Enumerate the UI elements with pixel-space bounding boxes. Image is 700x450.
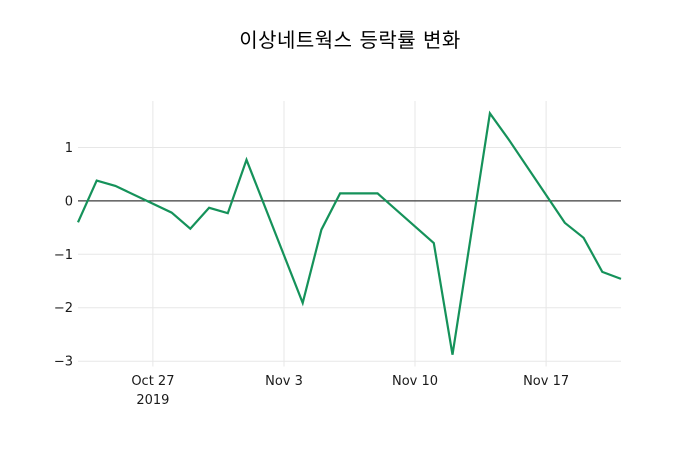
y-tick-label: 0 [65, 194, 73, 209]
price-change-line [76, 110, 622, 355]
chart-title: 이상네트웍스 등락률 변화 [239, 28, 461, 52]
x-tick-label: Oct 27 [131, 374, 174, 389]
x-tick-year-label: 2019 [136, 393, 169, 408]
x-tick-label: Nov 3 [265, 374, 303, 389]
y-tick-label: −3 [54, 355, 73, 370]
y-tick-label: −2 [54, 301, 73, 316]
x-tick-label: Nov 17 [523, 374, 569, 389]
y-tick-label: −1 [54, 248, 73, 263]
x-tick-label: Nov 10 [392, 374, 438, 389]
y-tick-label: 1 [65, 141, 73, 156]
